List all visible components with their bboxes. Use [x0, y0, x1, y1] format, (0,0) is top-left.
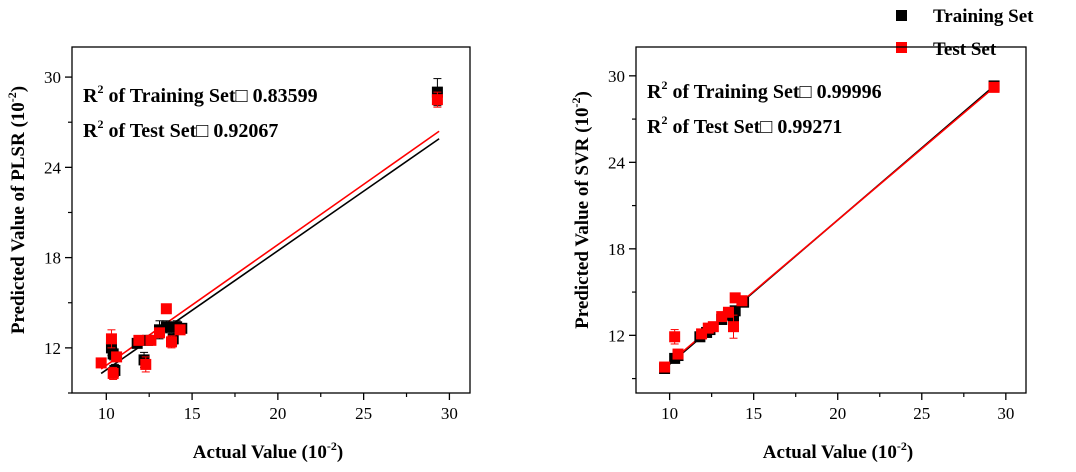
x-tick-label: 15: [745, 404, 762, 423]
x-tick-label: 25: [913, 404, 930, 423]
point-test: [431, 94, 443, 106]
x-tick-label: 20: [269, 404, 286, 423]
fit-line-test: [100, 130, 440, 370]
y-tick-label: 30: [44, 68, 61, 87]
point-test: [988, 81, 1000, 93]
point-test: [722, 306, 734, 318]
x-tick-label: 20: [829, 404, 846, 423]
y-tick-label: 18: [44, 249, 61, 268]
plsr-panel: 10 15 20 25 30 12 18 24 30 Actual Value (10-2) Pre…: [5, 46, 471, 463]
y-axis-label: Predicted Value of SVR (10-2): [569, 91, 593, 329]
y-tick-label: 18: [608, 240, 625, 259]
point-test: [133, 334, 145, 346]
point-test: [160, 303, 172, 315]
plot-frame: [71, 46, 471, 394]
point-test: [111, 351, 123, 363]
point-training: [160, 321, 172, 333]
point-test: [728, 321, 739, 333]
y-tick-label: 12: [44, 339, 61, 358]
point-test: [659, 361, 671, 373]
r2-annotation: R2 of Test Set□ 0.99271: [647, 113, 842, 138]
point-test: [95, 357, 107, 369]
plot-frame: [635, 46, 1027, 394]
legend: Training Set Test Set: [896, 6, 1034, 60]
x-tick-label: 10: [661, 404, 678, 423]
point-test: [107, 367, 119, 379]
y-axis-label: Predicted Value of PLSR (10-2): [5, 86, 29, 334]
point-test: [174, 324, 186, 336]
x-tick-label: 25: [355, 404, 372, 423]
x-axis-label: Actual Value (10-2): [763, 439, 913, 463]
point-test: [145, 334, 157, 346]
r2-annotation: R2 of Training Set□ 0.83599: [83, 82, 318, 107]
point-test: [696, 328, 708, 340]
r2-annotation: R2 of Training Set□ 0.99996: [647, 78, 882, 103]
r2-annotation: R2 of Test Set□ 0.92067: [83, 117, 278, 142]
legend-label-training: Training Set: [933, 6, 1034, 27]
y-tick-label: 12: [608, 326, 625, 345]
x-axis-label: Actual Value (10-2): [193, 439, 343, 463]
y-tick-label: 24: [608, 153, 626, 172]
x-tick-label: 30: [997, 404, 1014, 423]
legend-label-test: Test Set: [933, 39, 997, 60]
x-tick-label: 10: [98, 404, 115, 423]
x-tick-label: 30: [441, 404, 458, 423]
point-training: [729, 305, 741, 317]
point-test: [153, 327, 165, 339]
point-test: [166, 336, 177, 348]
point-test: [729, 292, 741, 304]
point-test: [707, 321, 719, 333]
svr-panel: 10 15 20 25 30 12 18 24 30 Actual Value (10-2) Pre…: [569, 46, 1027, 463]
point-test: [672, 348, 684, 360]
point-test: [669, 331, 681, 343]
x-tick-label: 15: [184, 404, 201, 423]
point-test: [736, 295, 748, 307]
point-test: [105, 333, 117, 345]
legend-marker-training: [896, 10, 907, 21]
y-tick-label: 30: [608, 67, 625, 86]
point-test: [716, 311, 728, 323]
point-test: [140, 358, 152, 370]
y-tick-label: 24: [44, 158, 62, 177]
